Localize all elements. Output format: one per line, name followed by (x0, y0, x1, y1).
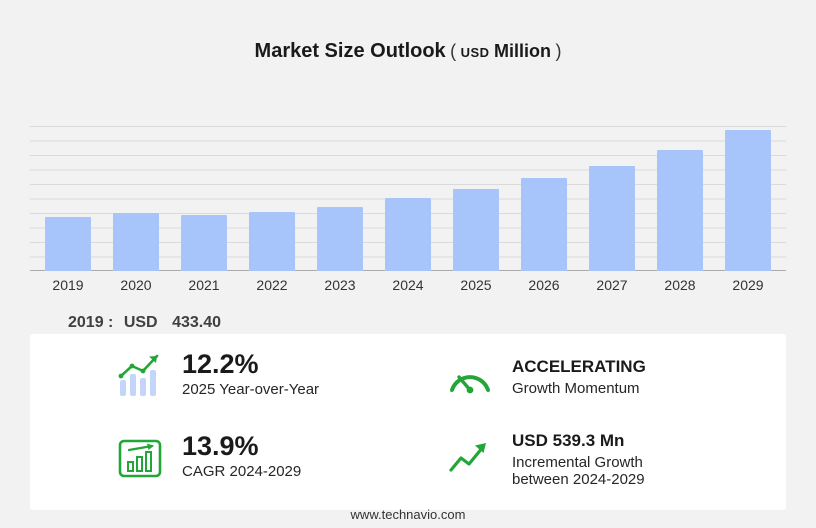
paren-close: ) (555, 41, 562, 61)
x-tick-2019: 2019 (52, 277, 84, 293)
bar-column-2022 (238, 126, 306, 271)
stat-incremental-label: Incremental Growth between 2024-2029 (512, 454, 645, 489)
x-tick-2022: 2022 (256, 277, 288, 293)
bar-column-2019 (34, 126, 102, 271)
trend-arrow-icon (449, 443, 486, 472)
stat-yoy: 12.2% 2025 Year-over-Year (114, 350, 319, 402)
bar-column-2027 (578, 126, 646, 271)
bar-2025 (452, 188, 500, 271)
bar-column-2026 (510, 126, 578, 271)
baseline-value: 433.40 (172, 314, 221, 331)
footer-url: www.technavio.com (350, 507, 466, 522)
bar-2029 (724, 130, 772, 271)
bar-column-2029 (714, 126, 782, 271)
x-tick-2026: 2026 (528, 277, 560, 293)
title-unit: ( USD Million ) (450, 41, 562, 61)
unit-currency: USD (460, 45, 490, 60)
bar-2028 (656, 149, 704, 271)
stat-yoy-label: 2025 Year-over-Year (182, 381, 320, 399)
bar-growth-icon (118, 354, 159, 396)
page-title: Market Size Outlook ( USD Million ) (0, 40, 816, 63)
x-axis-labels: 2019 2020 2021 2022 2023 2024 2025 2026 2027 2028… (30, 277, 786, 293)
bar-2020 (112, 212, 160, 271)
bar-2027 (588, 165, 636, 271)
bar-column-2024 (374, 126, 442, 271)
baseline-currency: USD (123, 314, 158, 331)
stat-incremental: USD 539.3 Mn Incremental Growth between … (444, 428, 682, 488)
stat-incremental-text: USD 539.3 Mn Incremental Growth between … (512, 428, 682, 488)
x-tick-2020: 2020 (120, 277, 152, 293)
x-tick-2024: 2024 (392, 277, 424, 293)
x-tick-2029: 2029 (732, 277, 764, 293)
x-tick-2028: 2028 (664, 277, 696, 293)
stat-yoy-text: 12.2% 2025 Year-over-Year (182, 349, 320, 399)
bar-2024 (384, 197, 432, 271)
stat-momentum-value: ACCELERATING (512, 357, 646, 376)
stat-cagr: 13.9% CAGR 2024-2029 (114, 432, 301, 484)
bar-2023 (316, 206, 364, 271)
stat-cagr-label: CAGR 2024-2029 (182, 463, 302, 481)
bar-2019 (44, 216, 92, 271)
bar-column-2020 (102, 126, 170, 271)
x-tick-2023: 2023 (324, 277, 356, 293)
baseline-year: 2019 : (68, 314, 114, 331)
bars (30, 126, 786, 271)
unit-word: Million (494, 41, 551, 61)
stat-momentum-label: Growth Momentum (512, 380, 640, 398)
stat-yoy-value: 12.2% (182, 349, 259, 379)
title-text: Market Size Outlook (254, 40, 446, 62)
stat-cagr-value: 13.9% (182, 431, 259, 461)
x-tick-2021: 2021 (188, 277, 220, 293)
baseline-note: 2019 : USD 433.40 (68, 314, 221, 332)
chart-frame-icon (118, 439, 162, 478)
bar-column-2023 (306, 126, 374, 271)
speedometer-icon (450, 375, 490, 394)
bar-2022 (248, 212, 296, 271)
stat-incremental-value: USD 539.3 Mn (512, 431, 625, 450)
paren-open: ( (450, 41, 457, 61)
stat-cagr-text: 13.9% CAGR 2024-2029 (182, 431, 302, 481)
bar-column-2021 (170, 126, 238, 271)
bar-2021 (180, 215, 228, 271)
bar-column-2025 (442, 126, 510, 271)
x-tick-2027: 2027 (596, 277, 628, 293)
stat-momentum-text: ACCELERATING Growth Momentum (512, 354, 646, 397)
x-tick-2025: 2025 (460, 277, 492, 293)
bar-chart (30, 126, 786, 271)
stats-panel: 12.2% 2025 Year-over-Year ACCELERATING G… (30, 334, 786, 510)
stat-momentum: ACCELERATING Growth Momentum (444, 354, 646, 406)
bar-column-2028 (646, 126, 714, 271)
bar-2026 (520, 178, 568, 271)
